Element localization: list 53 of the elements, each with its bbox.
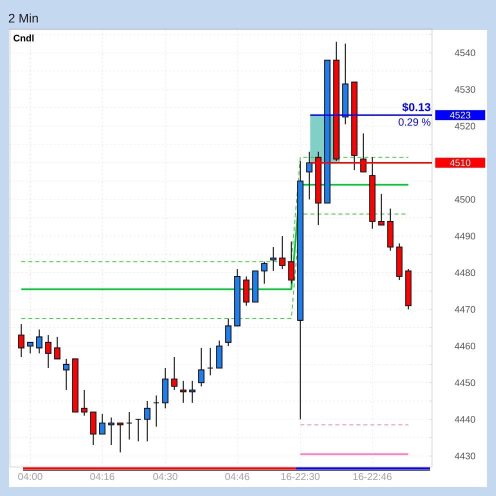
y-tick-label: 4490 [454,232,476,240]
x-tick-label: 16-22:46 [353,473,392,480]
candlestick [189,380,196,404]
y-tick-label: 4460 [454,342,476,350]
candlestick [162,368,168,409]
candlestick [45,334,52,369]
candlestick [261,261,268,284]
candlestick [36,329,42,354]
y-tick-label: 4540 [454,49,476,56]
y-tick-label: 4430 [454,452,476,460]
y-tick-label: 4500 [454,196,476,203]
candlestick [18,324,24,358]
candlestick [153,395,160,428]
y-tick-label: 4480 [454,269,476,276]
candlestick [198,347,204,387]
candlestick [126,412,132,440]
candlestick [216,340,222,369]
candlestick [243,276,250,306]
ref-line-label: 4510 [450,159,470,166]
candlestick [81,390,88,416]
candlestick [225,318,232,347]
y-tick-label: 4450 [454,379,476,386]
candlestick [207,347,214,376]
x-tick-label: 04:16 [90,473,114,480]
candlestick [63,358,70,391]
x-tick-label: 04:30 [153,473,178,480]
x-tick-label: 04:46 [225,473,250,480]
candlestick [180,380,186,404]
candlestick [378,193,384,226]
candlestick [144,400,150,442]
candlestick [27,342,34,354]
candlestick [117,422,124,453]
candlestick [306,151,312,200]
annotation: Cndl [14,34,34,42]
ref-line-label: 4523 [450,112,470,118]
candlestick [279,236,286,270]
chart-title: 2 Min [8,13,38,22]
candlestick [90,412,96,446]
x-tick-label: 04:00 [18,473,42,480]
y-tick-label: 4520 [454,122,476,130]
annotation: $0.13 [402,102,430,112]
candlestick [270,246,276,272]
x-tick-label: 16-22:30 [281,473,320,480]
annotation: 0.29 % [398,118,430,126]
candlestick [135,418,142,442]
y-tick-label: 4530 [454,86,476,93]
candlestick [171,356,178,391]
candlestick [108,417,114,446]
y-tick-label: 4440 [454,416,476,423]
candlestick [99,413,106,435]
y-tick-label: 4470 [454,306,476,313]
candlestick [288,241,294,284]
candlestick [54,336,60,360]
